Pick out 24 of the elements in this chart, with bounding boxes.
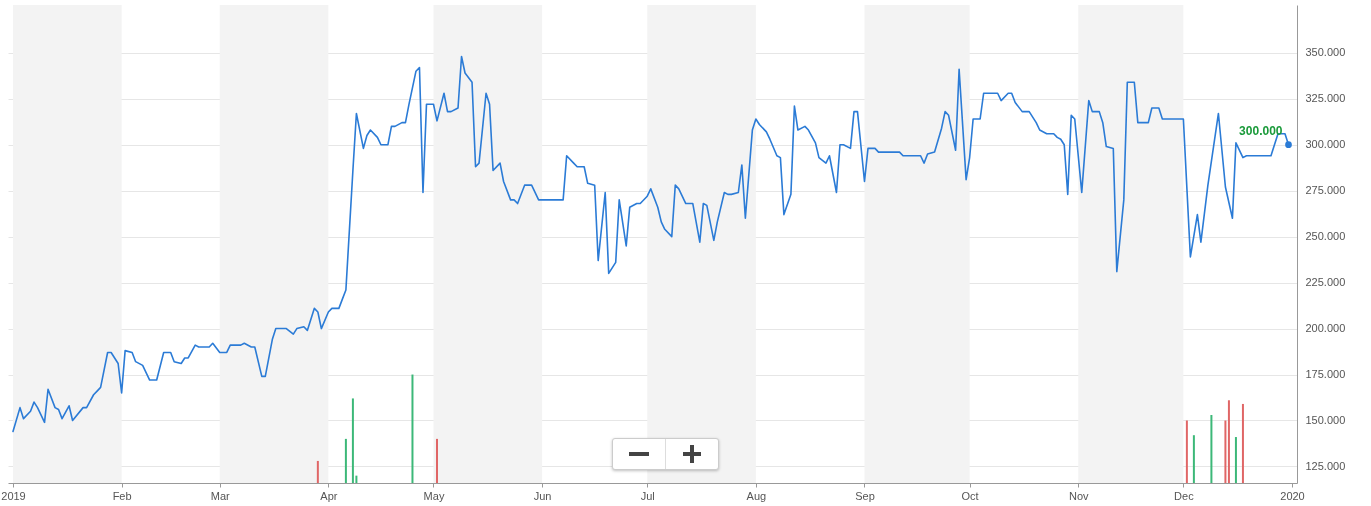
x-tick-label: 2020 — [1280, 489, 1305, 502]
x-tick-label: Mar — [210, 489, 231, 502]
y-tick-label: 275.000 — [1305, 184, 1346, 197]
y-tick-label: 150.000 — [1305, 413, 1346, 426]
x-tick-label: Oct — [961, 489, 979, 502]
x-tick-label: Feb — [112, 489, 132, 502]
x-tick-label: Apr — [320, 489, 338, 502]
x-tick-label: Aug — [746, 489, 767, 502]
y-tick-label: 325.000 — [1305, 92, 1346, 105]
x-tick-label: Nov — [1068, 489, 1090, 502]
x-tick-label: 2019 — [1, 489, 26, 502]
y-tick-label: 250.000 — [1305, 230, 1346, 243]
x-tick-label: Jun — [533, 489, 552, 502]
x-tick-label: Jul — [640, 489, 655, 502]
x-tick-label: Dec — [1174, 489, 1195, 502]
x-tick-label: Sep — [855, 489, 875, 502]
y-tick-label: 125.000 — [1305, 459, 1346, 472]
y-tick-label: 175.000 — [1305, 368, 1346, 381]
y-tick-label: 350.000 — [1305, 46, 1346, 59]
y-tick-label: 200.000 — [1305, 322, 1346, 335]
y-tick-label: 300.000 — [1305, 138, 1346, 151]
y-tick-label: 225.000 — [1305, 276, 1346, 289]
annotation: 300.000 — [1239, 123, 1283, 138]
x-tick-label: May — [423, 489, 445, 502]
